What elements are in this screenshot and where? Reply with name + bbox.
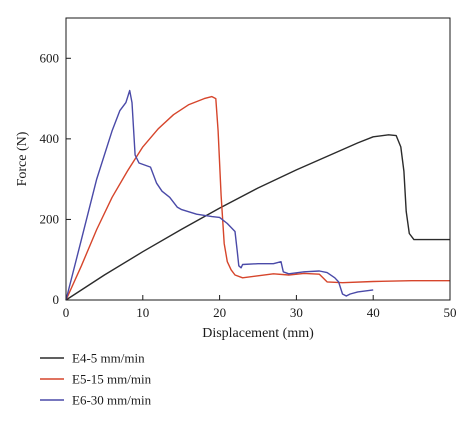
- plot-frame: [65, 17, 451, 301]
- x-tick-label: 10: [136, 305, 149, 320]
- x-tick-label: 50: [444, 305, 457, 320]
- series-line-1: [65, 134, 450, 301]
- x-tick-label: 30: [290, 305, 303, 320]
- legend-label: E5-15 mm/min: [72, 372, 152, 387]
- y-tick-label: 400: [40, 131, 60, 146]
- x-tick-label: 40: [367, 305, 380, 320]
- x-axis-title: Displacement (mm): [202, 326, 314, 341]
- x-tick-label: 0: [63, 305, 70, 320]
- y-axis-title: Force (N): [15, 131, 30, 186]
- x-tick-label: 20: [213, 305, 226, 320]
- legend-label: E6-30 mm/min: [72, 393, 152, 408]
- series-line-2: [65, 95, 450, 301]
- y-tick-label: 600: [40, 50, 60, 65]
- series-line-3: [65, 89, 374, 301]
- legend: E4-5 mm/min E5-15 mm/min E6-30 mm/min: [40, 351, 152, 408]
- series-layer: [65, 89, 450, 301]
- y-tick-label: 0: [53, 292, 60, 307]
- legend-label: E4-5 mm/min: [72, 351, 145, 366]
- y-tick-label: 200: [40, 211, 60, 226]
- ticks-layer: 0 10 20 30 40 50 0 200 400 600: [40, 50, 457, 320]
